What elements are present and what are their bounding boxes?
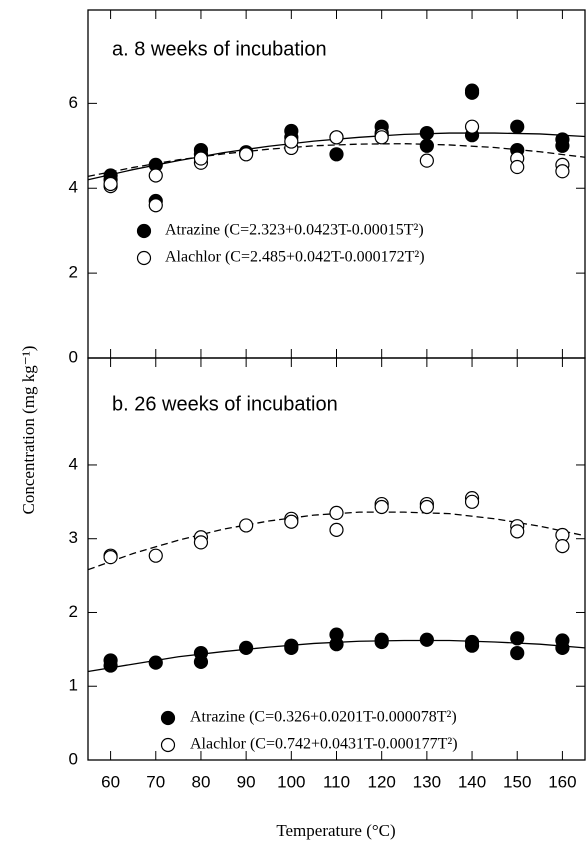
panel-title: b. 26 weeks of incubation: [112, 393, 338, 415]
data-point: [284, 134, 299, 149]
x-tick-label: 140: [458, 772, 486, 791]
data-point: [510, 524, 525, 539]
data-point: [284, 640, 299, 655]
x-axis-label: Temperature (°C): [276, 821, 395, 840]
y-tick-label: 0: [69, 749, 78, 768]
x-tick-label: 130: [413, 772, 441, 791]
data-point: [329, 147, 344, 162]
data-point: [329, 637, 344, 652]
y-tick-label: 3: [69, 528, 78, 547]
data-point: [148, 655, 163, 670]
data-point: [555, 164, 570, 179]
data-point: [419, 632, 434, 647]
legend-label: Alachlor (C=0.742+0.0431T-0.000177T²): [190, 736, 458, 753]
data-point: [148, 548, 163, 563]
y-tick-label: 1: [69, 676, 78, 695]
data-point: [239, 640, 254, 655]
fit-curve: [87, 511, 586, 571]
y-tick-label: 4: [69, 454, 78, 473]
data-point: [148, 198, 163, 213]
x-tick-label: 160: [548, 772, 576, 791]
data-point: [555, 538, 570, 554]
plot-frame: [87, 357, 586, 761]
data-point: [464, 638, 480, 653]
y-tick-label: 6: [69, 93, 78, 112]
data-point: [510, 119, 525, 134]
legend-label: Alachlor (C=2.485+0.042T-0.000172T²): [165, 249, 425, 266]
x-tick-label: 90: [237, 772, 256, 791]
data-point: [103, 176, 118, 192]
legend-marker: [160, 710, 176, 726]
y-tick-label: 4: [69, 178, 78, 197]
data-point: [464, 494, 480, 509]
y-axis-label: Concentration (mg kg⁻¹): [19, 346, 38, 515]
data-point: [193, 151, 209, 166]
data-point: [239, 147, 254, 162]
data-point: [284, 514, 299, 529]
data-point: [419, 138, 434, 153]
x-tick-label: 110: [323, 772, 350, 791]
data-point: [193, 654, 209, 669]
data-point: [374, 634, 389, 650]
data-point: [329, 130, 344, 145]
x-tick-label: 100: [277, 772, 305, 791]
panel-title: a. 8 weeks of incubation: [112, 38, 327, 60]
data-point: [329, 522, 344, 537]
x-tick-label: 60: [101, 772, 120, 791]
data-point: [464, 85, 480, 100]
data-point: [464, 119, 480, 134]
data-point: [510, 645, 525, 661]
x-tick-label: 120: [367, 772, 395, 791]
data-point: [193, 535, 209, 550]
legend-label: Atrazine (C=2.323+0.0423T-0.00015T²): [165, 222, 424, 239]
data-point: [510, 631, 525, 646]
legend-marker: [136, 223, 152, 239]
data-point: [374, 130, 389, 145]
legend-label: Atrazine (C=0.326+0.0201T-0.000078T²): [190, 709, 457, 726]
data-point: [103, 658, 118, 673]
plot-frame: [87, 9, 586, 359]
x-tick-label: 150: [503, 772, 531, 791]
data-point: [103, 550, 118, 565]
data-point: [555, 640, 570, 655]
data-point: [329, 505, 344, 520]
data-point: [239, 518, 254, 533]
data-point: [419, 125, 434, 141]
data-point: [374, 499, 389, 515]
data-point: [148, 168, 163, 183]
y-tick-label: 2: [69, 263, 78, 282]
legend-marker: [136, 250, 152, 266]
legend-marker: [160, 737, 176, 753]
data-point: [419, 153, 434, 168]
y-tick-label: 2: [69, 602, 78, 621]
x-tick-label: 80: [191, 772, 210, 791]
data-point: [510, 159, 525, 175]
data-point: [555, 138, 570, 153]
x-tick-label: 70: [146, 772, 165, 791]
y-tick-label: 0: [69, 347, 78, 366]
data-point: [419, 499, 434, 515]
